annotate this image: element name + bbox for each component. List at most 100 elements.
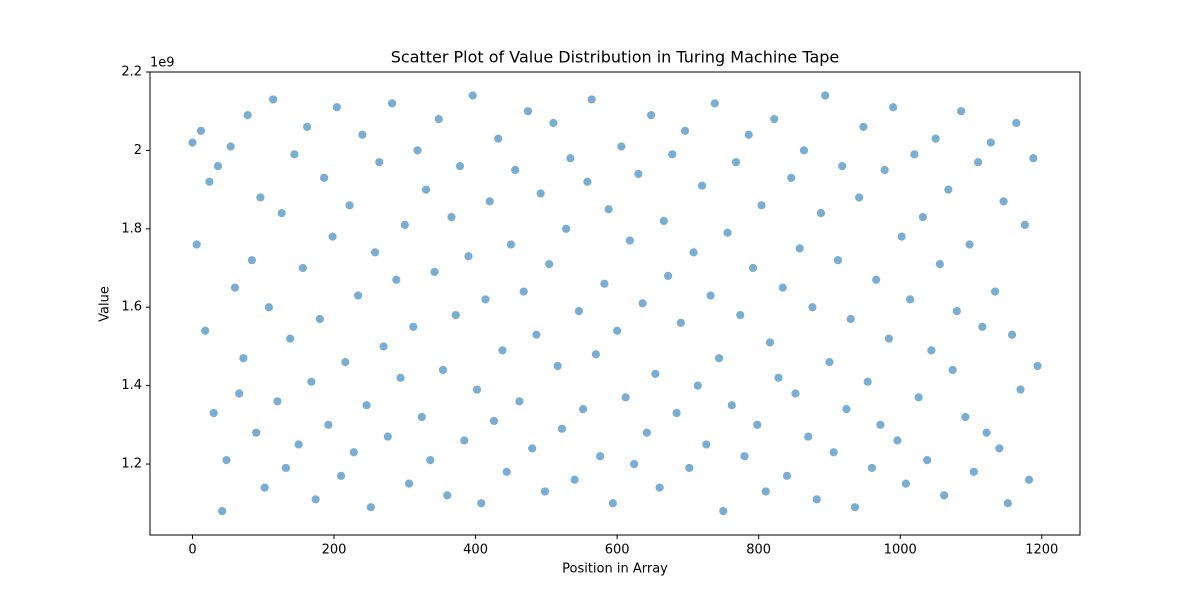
point [624,235,635,246]
point [658,216,669,226]
point [276,208,287,219]
point [650,368,661,379]
point [540,486,550,497]
point [760,486,771,497]
x-tick-label: 1000 [884,543,917,558]
point [990,286,1000,297]
point [926,345,937,356]
x-tick-label: 800 [746,543,771,558]
point [867,463,877,473]
point [429,267,440,277]
point [302,121,313,132]
point [319,172,330,183]
point [387,98,397,109]
point [917,212,928,222]
point [242,110,253,121]
point [637,298,648,309]
point [264,302,274,313]
point [433,114,444,124]
point [943,184,954,195]
point [854,192,865,203]
point [862,376,873,387]
y-axis-label: Value [98,286,113,322]
point [395,372,406,383]
point [344,200,355,211]
point [204,176,215,187]
point [667,149,678,160]
point [803,431,814,442]
plot-frame [149,71,1081,536]
point [858,121,869,132]
point [497,345,508,356]
point [391,274,402,285]
point [557,423,567,434]
point [939,490,950,501]
x-tick-label: 400 [463,543,488,558]
point [310,494,321,505]
point [726,400,737,411]
point [1011,118,1022,128]
point [692,380,703,391]
y-tick-label: 2.2 [121,65,142,80]
point [531,329,542,340]
point [365,502,376,513]
point [934,259,945,269]
point [684,463,695,473]
point [200,325,211,336]
x-tick-label: 200 [322,543,347,558]
point [794,243,805,254]
point [807,302,818,313]
point [913,392,924,403]
point [506,239,516,250]
point [450,310,461,320]
point [438,365,448,375]
point [828,447,839,458]
point [225,141,236,152]
y-tick-label: 1.4 [121,378,142,393]
point [484,196,495,207]
point [884,333,894,344]
point [595,451,606,462]
point [493,133,504,144]
point [663,270,673,281]
point [565,153,576,164]
point [875,419,886,430]
point [777,282,788,293]
point [404,478,414,489]
point [306,376,317,387]
point [238,353,249,364]
point [654,482,665,493]
point [501,466,512,477]
point [1015,384,1026,395]
chart-title: Scatter Plot of Value Distribution in Tu… [391,48,840,67]
point [603,204,614,215]
point [331,102,342,113]
point [1024,474,1034,485]
point [688,247,699,258]
point [743,129,754,140]
x-axis-label: Position in Array [562,562,668,577]
y-tick-label: 1.6 [121,300,142,315]
point [701,439,712,450]
point [680,125,690,136]
point [297,263,308,273]
point [671,408,682,418]
point [527,443,538,454]
point [357,129,368,140]
point [981,427,992,438]
point [221,455,232,466]
point [675,318,686,328]
point [905,294,916,305]
point [336,470,346,481]
point [187,137,198,148]
point [323,419,334,430]
point [922,455,933,466]
point [408,321,419,332]
point [442,490,453,501]
point [748,263,758,273]
point [1002,498,1013,509]
point [234,388,245,399]
point [960,412,971,422]
point [1032,361,1043,371]
point [896,231,907,242]
